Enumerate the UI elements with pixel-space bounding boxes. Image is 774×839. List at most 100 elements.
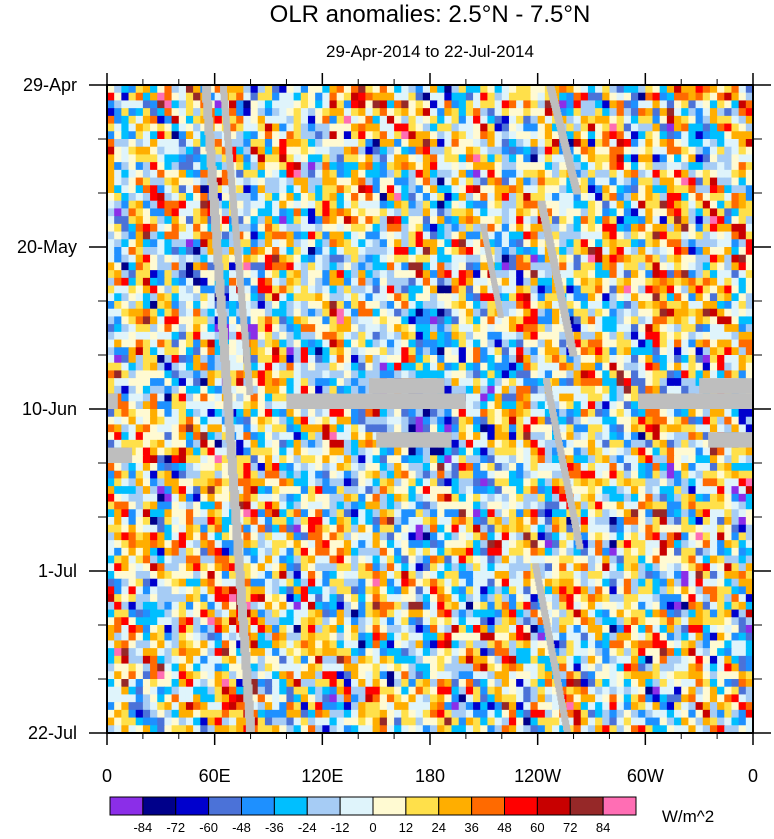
heatmap-cell [379, 424, 388, 433]
heatmap-cell [681, 501, 689, 510]
heatmap-cell [745, 177, 753, 186]
heatmap-cell [322, 162, 331, 171]
heatmap-cell [609, 177, 618, 186]
heatmap-cell [329, 216, 338, 225]
heatmap-cell [465, 424, 474, 433]
heatmap-cell [401, 347, 410, 356]
heatmap-cell [695, 486, 704, 495]
heatmap-cell [516, 409, 524, 418]
heatmap-cell [264, 285, 273, 294]
heatmap-cell [595, 285, 603, 294]
heatmap-cell [343, 432, 352, 441]
heatmap-cell [401, 154, 410, 163]
heatmap-cell [609, 439, 618, 449]
heatmap-cell [501, 223, 510, 233]
heatmap-cell [286, 478, 295, 487]
heatmap-cell [501, 85, 510, 94]
heatmap-cell [508, 347, 517, 356]
heatmap-cell [193, 108, 201, 117]
heatmap-cell [185, 262, 194, 271]
heatmap-cell [300, 478, 309, 487]
heatmap-cell [580, 409, 589, 418]
heatmap-cell [659, 416, 668, 426]
heatmap-cell [587, 92, 596, 102]
heatmap-cell [494, 162, 503, 171]
heatmap-cell [107, 154, 115, 163]
heatmap-cell [638, 92, 646, 102]
heatmap-cell [257, 208, 266, 217]
heatmap-cell [171, 85, 180, 94]
heatmap-cell [214, 339, 223, 348]
heatmap-cell [738, 285, 747, 294]
heatmap-cell [709, 270, 718, 279]
heatmap-cell [394, 177, 402, 186]
heatmap-cell [437, 339, 445, 348]
heatmap-cell [738, 177, 747, 186]
heatmap-cell [171, 447, 180, 456]
heatmap-cell [300, 501, 309, 510]
heatmap-cell [408, 254, 417, 264]
heatmap-cell [487, 223, 496, 233]
heatmap-cell [279, 424, 288, 433]
heatmap-cell [214, 177, 223, 186]
heatmap-cell [573, 424, 582, 433]
heatmap-cell [394, 216, 402, 225]
heatmap-cell [709, 185, 718, 194]
heatmap-cell [401, 223, 410, 233]
heatmap-cell [408, 331, 417, 341]
heatmap-cell [178, 347, 187, 356]
heatmap-cell [236, 162, 244, 171]
heatmap-cell [121, 92, 130, 102]
heatmap-cell [336, 447, 345, 456]
heatmap-cell [243, 416, 252, 426]
heatmap-cell [695, 154, 704, 163]
heatmap-cell [236, 486, 244, 495]
heatmap-cell [480, 432, 489, 441]
heatmap-cell [422, 139, 431, 148]
heatmap-cell [386, 154, 395, 163]
heatmap-cell [157, 223, 166, 233]
heatmap-cell [516, 92, 524, 102]
heatmap-cell [279, 409, 288, 418]
heatmap-cell [379, 185, 388, 194]
heatmap-cell [315, 486, 323, 495]
heatmap-cell [214, 486, 223, 495]
heatmap-cell [709, 216, 718, 225]
heatmap-cell [537, 270, 546, 279]
heatmap-cell [444, 177, 453, 186]
heatmap-cell [516, 85, 524, 94]
heatmap-cell [458, 455, 467, 464]
heatmap-cell [666, 331, 675, 341]
heatmap-cell [738, 493, 747, 503]
heatmap-cell [566, 85, 575, 94]
heatmap-cell [114, 169, 122, 179]
heatmap-cell [537, 439, 546, 449]
heatmap-cell [264, 493, 273, 503]
heatmap-cell [200, 393, 209, 402]
heatmap-cell [164, 146, 173, 156]
heatmap-cell [351, 362, 359, 372]
heatmap-cell [731, 501, 740, 510]
heatmap-cell [544, 501, 553, 510]
heatmap-cell [674, 254, 682, 264]
heatmap-cell [501, 409, 510, 418]
heatmap-cell [530, 308, 539, 318]
heatmap-cell [171, 463, 180, 472]
heatmap-cell [286, 169, 295, 179]
heatmap-cell [386, 347, 395, 356]
heatmap-cell [523, 92, 532, 102]
heatmap-cell [157, 424, 166, 433]
heatmap-cell [458, 416, 467, 426]
heatmap-cell [501, 247, 510, 256]
heatmap-cell [523, 146, 532, 156]
heatmap-cell [724, 185, 733, 194]
heatmap-cell [745, 223, 753, 233]
heatmap-cell [365, 247, 374, 256]
heatmap-cell [501, 162, 510, 171]
heatmap-cell [229, 370, 237, 379]
heatmap-cell [630, 216, 639, 225]
heatmap-cell [135, 270, 144, 279]
heatmap-cell [458, 131, 467, 140]
heatmap-cell [408, 277, 417, 287]
